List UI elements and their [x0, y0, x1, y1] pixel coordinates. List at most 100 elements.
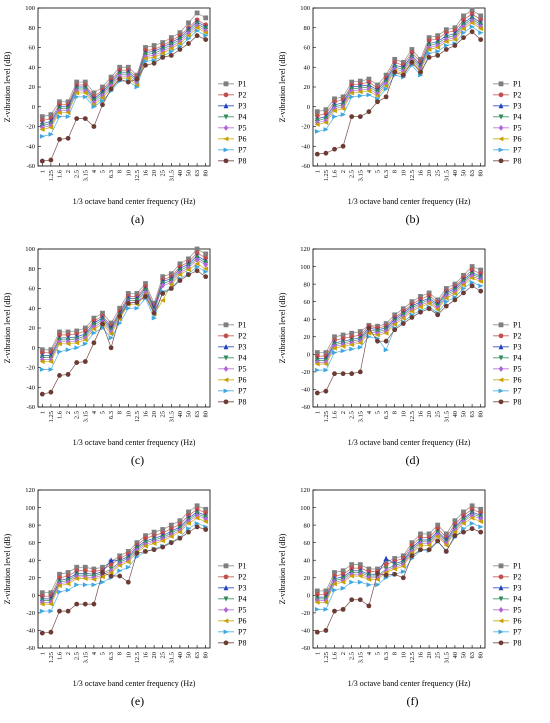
- data-point: [91, 577, 97, 582]
- legend-entry: P8: [513, 639, 521, 648]
- legend-marker: [223, 585, 229, 591]
- data-point: [108, 74, 114, 80]
- y-axis-label: Z-vibration level (dB): [3, 533, 12, 604]
- x-tick-label: 2: [65, 411, 72, 414]
- data-point: [443, 303, 449, 309]
- data-point: [39, 114, 45, 120]
- data-point: [39, 590, 45, 596]
- x-tick-label: 2: [65, 652, 72, 655]
- data-point: [383, 330, 389, 336]
- x-tick-label: 1.25: [323, 411, 330, 422]
- data-point: [469, 264, 475, 269]
- x-tick-label: 10: [125, 170, 132, 177]
- x-tick-label: 6.3: [108, 652, 115, 660]
- data-point: [91, 104, 97, 110]
- data-point: [383, 94, 389, 100]
- legend-marker: [223, 322, 229, 328]
- y-tick-label: -40: [26, 628, 35, 635]
- data-point: [65, 99, 71, 105]
- data-point: [74, 79, 80, 85]
- y-tick-label: 100: [25, 246, 35, 253]
- x-tick-label: 2: [340, 652, 347, 655]
- x-tick-label: 3.15: [357, 652, 364, 663]
- data-point: [452, 43, 458, 48]
- legend: P1 P2 P3 P4 P5 P6 P7 P8: [218, 321, 246, 407]
- y-tick-label: -40: [26, 384, 35, 391]
- data-point: [74, 331, 80, 337]
- legend-entry: P3: [513, 102, 521, 111]
- x-tick-label: 50: [461, 170, 468, 177]
- data-point: [65, 135, 71, 141]
- data-point: [74, 328, 80, 334]
- data-point: [100, 310, 105, 316]
- data-point: [340, 348, 346, 354]
- data-point: [460, 282, 466, 288]
- data-point: [314, 359, 320, 366]
- x-tick-label: 5: [100, 652, 107, 655]
- data-point: [117, 313, 123, 319]
- x-tick-label: 31.5: [443, 411, 450, 422]
- chart-svg: -60 -40 -20 0 20 40 60 80 100 120 1 1.25 1.6 2 2.5 3.15…: [278, 487, 521, 688]
- data-point: [177, 47, 183, 52]
- y-tick-label: 20: [29, 325, 36, 332]
- y-tick-label: 80: [29, 25, 36, 32]
- series-line-p6: [42, 27, 206, 130]
- series-markers-p5: [314, 512, 484, 604]
- data-point: [57, 136, 62, 142]
- y-tick-label: -60: [301, 163, 310, 170]
- data-point: [74, 582, 80, 588]
- data-point: [48, 132, 54, 137]
- x-tick-label: 20: [426, 411, 433, 418]
- data-point: [366, 566, 372, 572]
- data-point: [177, 278, 183, 283]
- data-point: [194, 503, 200, 509]
- y-tick-label: 60: [29, 45, 36, 52]
- x-tick-label: 4: [366, 169, 373, 173]
- x-tick-label: 31.5: [443, 170, 450, 181]
- legend-marker: [223, 114, 229, 120]
- series-markers-p3: [39, 509, 209, 602]
- data-point: [91, 326, 97, 332]
- legend-entry: P7: [513, 628, 521, 637]
- data-point: [332, 96, 337, 102]
- legend-marker: [223, 640, 229, 646]
- x-tick-label: 40: [452, 411, 459, 418]
- chart-panel: -60 -40 -20 0 20 40 60 80 100 120 1 1.25 1.6 2 2.5 3.15…: [0, 482, 275, 723]
- data-point: [400, 569, 407, 575]
- data-point: [374, 332, 380, 338]
- x-tick-label: 1.6: [332, 651, 339, 660]
- x-tick-label: 16: [143, 169, 150, 176]
- data-point: [392, 319, 398, 326]
- data-point: [57, 99, 62, 105]
- data-point: [48, 608, 54, 614]
- data-point: [478, 17, 484, 23]
- data-point: [400, 72, 406, 78]
- data-point: [477, 519, 484, 524]
- legend-entry: P5: [513, 365, 521, 374]
- y-tick-label: 0: [32, 104, 35, 111]
- data-point: [202, 266, 209, 272]
- data-point: [409, 299, 415, 305]
- data-point: [409, 59, 415, 65]
- data-point: [65, 570, 71, 575]
- x-tick-label: 2: [340, 170, 347, 173]
- data-point: [65, 372, 71, 377]
- y-tick-label: 80: [304, 25, 311, 32]
- data-point: [143, 45, 148, 50]
- legend-entry: P1: [513, 562, 521, 571]
- data-point: [331, 108, 337, 114]
- x-tick-label: 2: [65, 170, 72, 173]
- data-point: [461, 272, 466, 278]
- data-point: [134, 550, 140, 556]
- x-tick-label: 6.3: [383, 652, 390, 660]
- data-point: [202, 519, 209, 524]
- x-tick-label: 16: [143, 651, 150, 658]
- y-tick-label: 20: [304, 575, 311, 582]
- x-tick-label: 12.5: [134, 411, 141, 422]
- x-tick-label: 2.5: [349, 652, 356, 660]
- chart-panel: -60 -40 -20 0 20 40 60 80 100 1 1.25 1.6 2 2.5 3.15 4 5 6…: [0, 0, 275, 241]
- data-point: [168, 53, 174, 58]
- data-point: [357, 573, 363, 579]
- data-point: [202, 30, 209, 36]
- data-point: [185, 520, 191, 526]
